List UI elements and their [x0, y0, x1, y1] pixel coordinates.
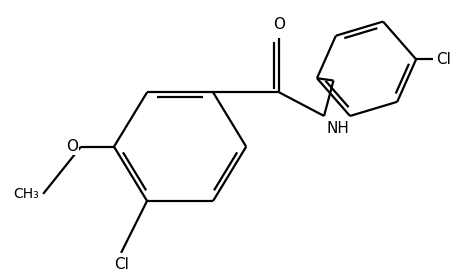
Text: Cl: Cl — [113, 257, 128, 272]
Text: NH: NH — [325, 121, 349, 136]
Text: CH₃: CH₃ — [13, 187, 39, 201]
Text: Cl: Cl — [435, 52, 450, 67]
Text: O: O — [66, 139, 78, 154]
Text: O: O — [273, 17, 285, 32]
